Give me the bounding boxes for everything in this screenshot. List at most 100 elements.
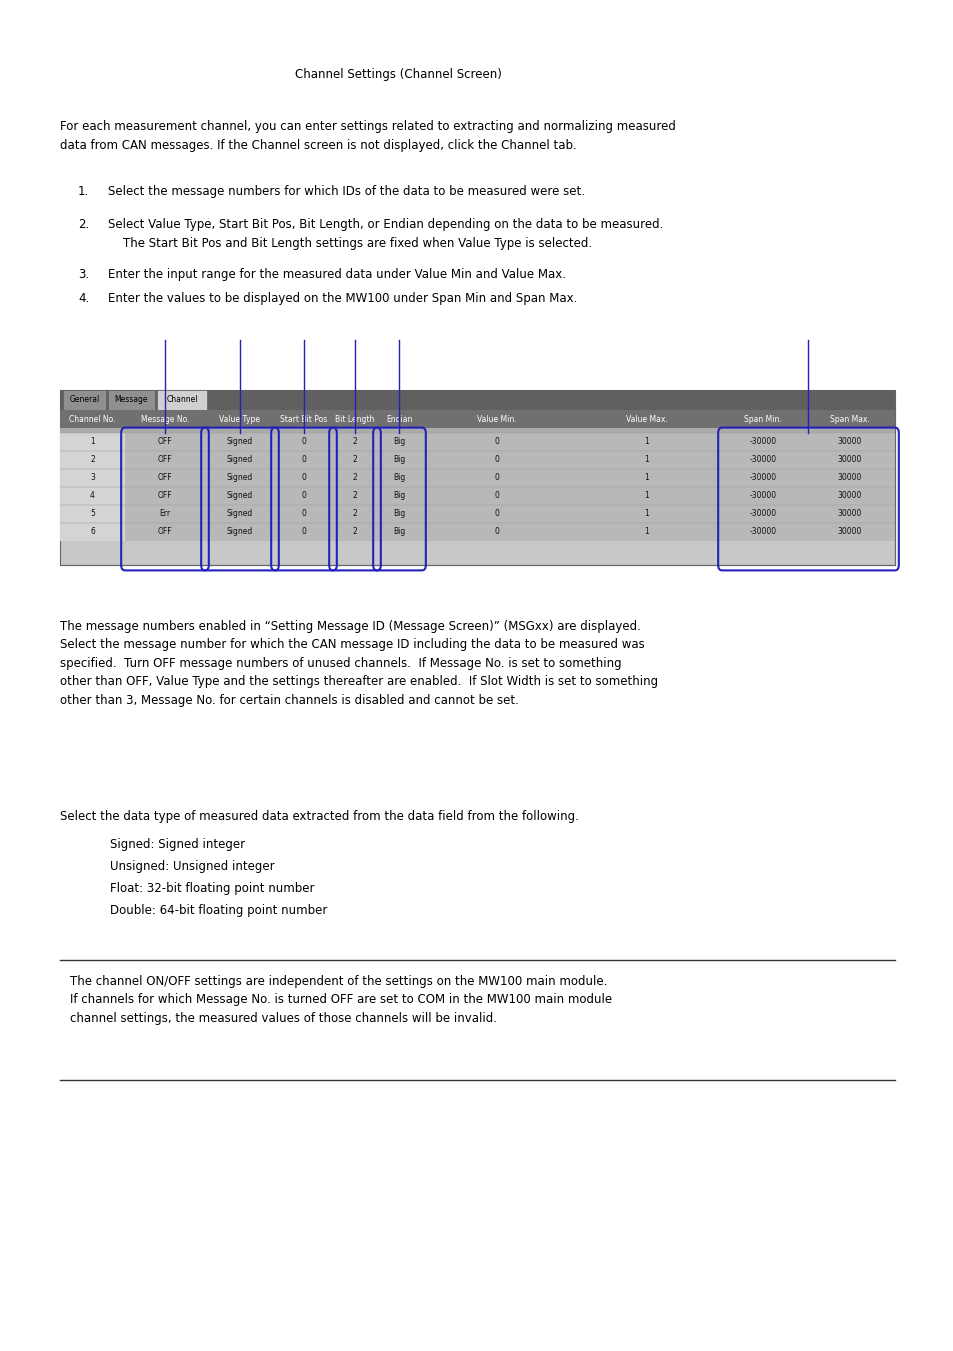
Text: 0: 0 (494, 509, 499, 519)
Text: 0: 0 (301, 438, 306, 446)
Text: 30000: 30000 (837, 527, 861, 536)
Text: 30000: 30000 (837, 509, 861, 519)
Text: 0: 0 (494, 492, 499, 500)
Text: OFF: OFF (157, 455, 172, 465)
Text: OFF: OFF (157, 527, 172, 536)
Bar (60, 390, 894, 565)
Bar (157, 390, 207, 409)
Text: Channel: Channel (166, 396, 197, 404)
Bar (60, 505, 125, 523)
Text: 2: 2 (353, 438, 357, 446)
Text: -30000: -30000 (749, 438, 776, 446)
Text: Value Max.: Value Max. (625, 415, 667, 423)
Bar (125, 451, 894, 469)
Text: 1: 1 (90, 438, 94, 446)
Bar (60, 451, 125, 469)
Text: 1: 1 (644, 527, 649, 536)
Text: 1: 1 (644, 509, 649, 519)
Text: OFF: OFF (157, 473, 172, 482)
Text: Signed: Signed (227, 455, 253, 465)
Text: Signed: Signed (227, 473, 253, 482)
Text: 3: 3 (90, 473, 95, 482)
Text: Endian: Endian (386, 415, 413, 423)
Text: Signed: Signed (227, 509, 253, 519)
Text: 1: 1 (644, 492, 649, 500)
Text: 3.: 3. (78, 267, 89, 281)
Bar (125, 434, 894, 451)
Text: Channel Settings (Channel Screen): Channel Settings (Channel Screen) (294, 68, 501, 81)
Text: Double: 64-bit floating point number: Double: 64-bit floating point number (110, 904, 327, 917)
Text: 1: 1 (644, 438, 649, 446)
Text: Select Value Type, Start Bit Pos, Bit Length, or Endian depending on the data to: Select Value Type, Start Bit Pos, Bit Le… (108, 218, 662, 250)
Text: The channel ON/OFF settings are independent of the settings on the MW100 main mo: The channel ON/OFF settings are independ… (70, 975, 612, 1025)
Text: 0: 0 (301, 455, 306, 465)
Text: 30000: 30000 (837, 492, 861, 500)
Text: Value Type: Value Type (219, 415, 260, 423)
Text: Signed: Signed (227, 492, 253, 500)
Text: Bit Length: Bit Length (335, 415, 375, 423)
Text: OFF: OFF (157, 438, 172, 446)
Text: 1: 1 (644, 455, 649, 465)
Text: 2.: 2. (78, 218, 90, 231)
Text: Unsigned: Unsigned integer: Unsigned: Unsigned integer (110, 861, 274, 873)
Text: Start Bit Pos: Start Bit Pos (280, 415, 327, 423)
Bar (60, 390, 894, 409)
Text: 0: 0 (494, 473, 499, 482)
Text: Signed: Signed (227, 527, 253, 536)
Text: Err: Err (159, 509, 171, 519)
Text: Span Max.: Span Max. (829, 415, 868, 423)
Text: -30000: -30000 (749, 473, 776, 482)
Text: Value Min.: Value Min. (476, 415, 517, 423)
Text: 0: 0 (494, 438, 499, 446)
Text: Message: Message (114, 396, 148, 404)
Text: 0: 0 (301, 509, 306, 519)
Text: 4.: 4. (78, 292, 90, 305)
Text: Select the message numbers for which IDs of the data to be measured were set.: Select the message numbers for which IDs… (108, 185, 584, 199)
Text: -30000: -30000 (749, 455, 776, 465)
Text: 2: 2 (353, 492, 357, 500)
Bar (60, 523, 125, 540)
Bar (125, 505, 894, 523)
Text: Message No.: Message No. (141, 415, 189, 423)
Text: -30000: -30000 (749, 492, 776, 500)
Bar (125, 469, 894, 486)
Bar (60, 434, 125, 451)
Text: 0: 0 (494, 527, 499, 536)
Text: 2: 2 (353, 473, 357, 482)
Text: Enter the values to be displayed on the MW100 under Span Min and Span Max.: Enter the values to be displayed on the … (108, 292, 577, 305)
Text: The message numbers enabled in “Setting Message ID (Message Screen)” (MSGxx) are: The message numbers enabled in “Setting … (60, 620, 658, 707)
Text: Big: Big (393, 492, 405, 500)
Bar (63, 390, 106, 409)
Text: 30000: 30000 (837, 473, 861, 482)
Text: 4: 4 (90, 492, 95, 500)
Text: Signed: Signed integer: Signed: Signed integer (110, 838, 245, 851)
Bar (60, 486, 125, 505)
Text: Span Min.: Span Min. (743, 415, 781, 423)
Text: Signed: Signed (227, 438, 253, 446)
Text: General: General (70, 396, 99, 404)
Text: 2: 2 (90, 455, 94, 465)
Bar (60, 409, 894, 428)
Text: 0: 0 (301, 473, 306, 482)
Text: Enter the input range for the measured data under Value Min and Value Max.: Enter the input range for the measured d… (108, 267, 565, 281)
Text: Float: 32-bit floating point number: Float: 32-bit floating point number (110, 882, 314, 894)
Text: Big: Big (393, 527, 405, 536)
Text: 30000: 30000 (837, 438, 861, 446)
Text: OFF: OFF (157, 492, 172, 500)
Text: 1.: 1. (78, 185, 90, 199)
Text: 30000: 30000 (837, 455, 861, 465)
Text: For each measurement channel, you can enter settings related to extracting and n: For each measurement channel, you can en… (60, 120, 675, 151)
Bar (125, 486, 894, 505)
Text: Big: Big (393, 509, 405, 519)
Text: Big: Big (393, 473, 405, 482)
Text: 2: 2 (353, 509, 357, 519)
Text: 0: 0 (301, 527, 306, 536)
Bar (60, 469, 125, 486)
Text: -30000: -30000 (749, 527, 776, 536)
Bar (108, 390, 154, 409)
Bar (60, 428, 894, 434)
Text: 2: 2 (353, 527, 357, 536)
Text: 0: 0 (494, 455, 499, 465)
Text: 5: 5 (90, 509, 95, 519)
Bar (125, 523, 894, 540)
